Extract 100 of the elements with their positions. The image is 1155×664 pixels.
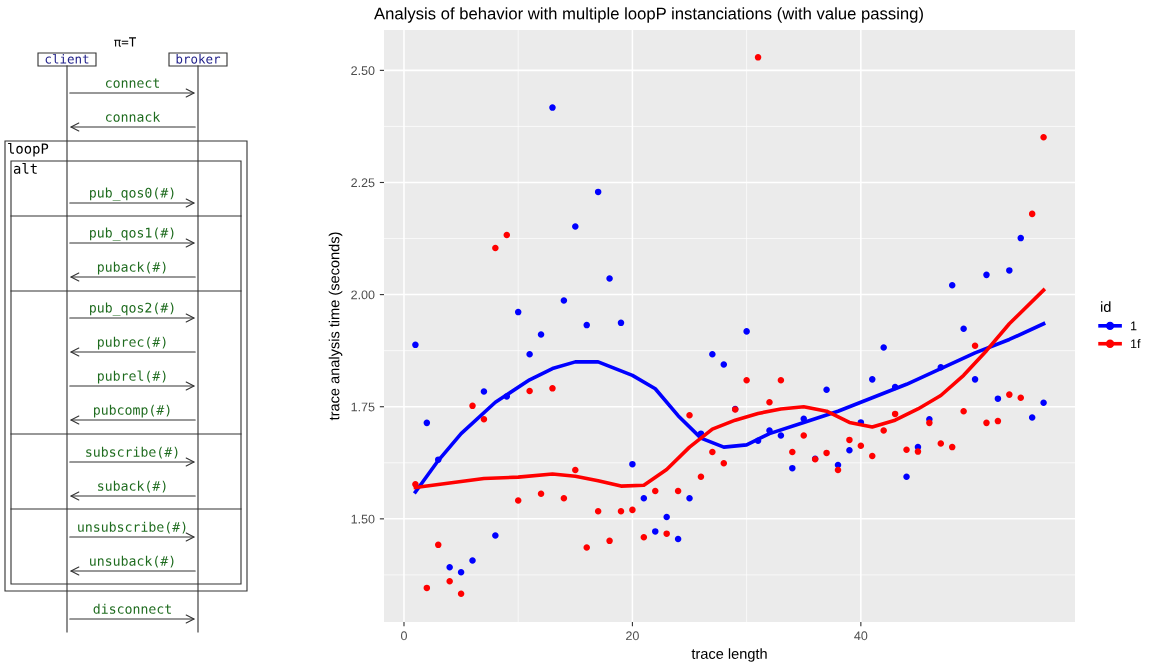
x-tick-label: 20 [626,631,639,641]
point [423,419,431,427]
point [948,281,956,289]
point [971,342,979,349]
point [480,416,488,423]
point [880,344,887,351]
point [994,395,1002,402]
point [903,446,910,454]
point [777,432,785,439]
point [560,494,568,502]
point [514,497,522,504]
point [880,427,887,434]
point [686,411,693,419]
point [948,443,956,451]
point [1028,210,1036,218]
point [1040,133,1047,141]
point [960,407,967,415]
text: unsubscribe(#) [78,521,186,534]
point [606,537,613,545]
point [1017,234,1025,242]
point [446,577,453,585]
point [663,513,670,521]
point [674,535,682,543]
y-tick-label: 2.25 [351,178,375,188]
x-tick-label: 40 [854,631,868,641]
point [583,321,590,329]
point [640,533,648,541]
text: puback(#) [97,261,166,275]
text: pubrel(#) [97,370,166,384]
point [412,341,419,349]
point [457,568,465,576]
point [652,487,659,495]
point [537,331,545,338]
point [823,386,830,393]
point [789,464,796,472]
point [891,410,899,418]
point [994,417,1002,425]
point [583,544,590,551]
point [869,452,876,460]
y-axis-title: trace analysis time (seconds) [328,232,343,421]
text: connack [105,111,161,122]
point [492,532,499,539]
point [709,448,716,456]
text: suback(#) [98,480,166,493]
point [743,328,750,335]
point [846,446,853,454]
point [766,398,773,406]
point [492,244,499,252]
point [720,459,728,467]
text: pub_qos2(#) [90,302,174,316]
x-tick-label: 0 [401,631,407,641]
y-tick-label: 1.75 [351,402,375,412]
legend-title: id [1101,301,1111,313]
point [594,188,602,196]
point [960,325,967,332]
point [789,448,796,456]
point [869,376,876,383]
point [526,387,533,395]
y-tick-label: 2.00 [351,290,375,300]
point [1006,267,1013,274]
text: subscribe(#) [86,446,178,459]
point [457,590,465,597]
text: pubrec(#) [97,336,166,350]
category-label: client [45,53,89,64]
point [560,297,568,304]
point [983,271,990,279]
point [469,402,476,410]
point [926,419,933,427]
point [1006,391,1013,398]
point [754,54,762,61]
point [617,319,625,327]
point [1040,399,1047,406]
point [423,584,431,592]
text: unsuback(#) [90,555,174,568]
point [846,436,853,444]
text: connect [105,78,160,88]
point [1017,394,1025,402]
point [594,507,602,515]
point [446,564,453,571]
point [640,494,648,502]
y-tick-label: 2.50 [351,66,375,76]
point [480,388,488,395]
x-axis-title: trace length [691,648,767,662]
text: loopP [8,143,49,157]
point [469,557,476,564]
point [914,448,922,455]
point [514,308,522,316]
point [834,466,842,474]
point [526,351,533,358]
point [800,432,807,439]
text: π=T [114,37,136,47]
point [663,530,670,537]
chart-title: Analysis of behavior with multiple loopP instanciations (with value passing) [374,7,923,23]
point [983,419,990,427]
point [697,473,705,480]
point [503,231,511,239]
point [777,377,785,384]
point [937,440,945,447]
point [674,487,682,495]
point [537,490,545,497]
